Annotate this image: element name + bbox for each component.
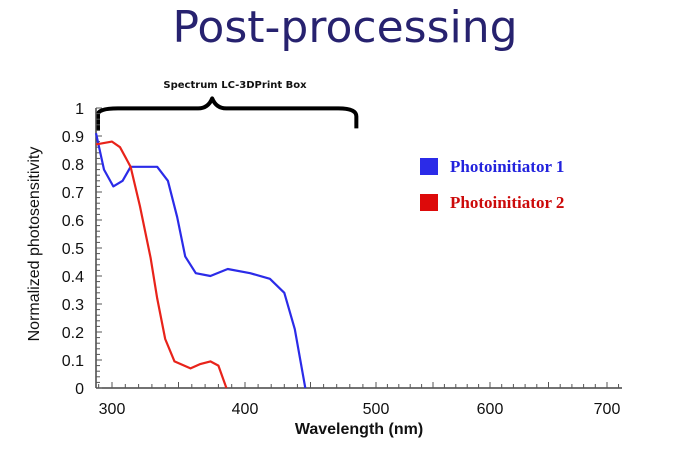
x-tick-label: 600 — [477, 401, 504, 418]
y-tick-label: 0.1 — [62, 353, 84, 370]
y-tick-label: 0.3 — [62, 297, 84, 314]
y-tick-label: 0.2 — [62, 325, 84, 342]
legend-label-2: Photoinitiator 2 — [450, 193, 564, 212]
legend-label-1: Photoinitiator 1 — [450, 157, 564, 176]
slide-title: Post-processing — [172, 2, 518, 53]
y-tick-label: 0.6 — [62, 213, 84, 230]
legend-swatch-1 — [420, 158, 438, 175]
y-tick-label: 0.5 — [62, 241, 84, 258]
series-layer — [94, 132, 307, 389]
spectrum-brace — [96, 96, 359, 131]
series-line-2 — [95, 140, 228, 389]
x-axis-title: Wavelength (nm) — [295, 421, 423, 438]
x-tick-label: 400 — [232, 401, 259, 418]
legend: Photoinitiator 1 Photoinitiator 2 — [420, 157, 564, 212]
x-tick-label: 300 — [99, 401, 126, 418]
y-axis-title: Normalized photosensitivity — [26, 147, 43, 342]
y-tick-label: 0.7 — [62, 185, 84, 202]
y-tick-label: 0.4 — [62, 269, 84, 286]
series-line-1 — [94, 132, 307, 389]
legend-swatch-2 — [420, 194, 438, 211]
y-tick-label: 0.9 — [62, 129, 84, 146]
tick-labels: 0 0.1 0.2 0.3 0.4 0.5 0.6 0.7 0.8 0.9 1 300 400 500 60… — [62, 101, 621, 418]
y-tick-label: 0.8 — [62, 157, 84, 174]
spectrum-annotation-label: Spectrum LC-3DPrint Box — [163, 80, 307, 91]
axes — [95, 107, 622, 389]
x-tick-label: 700 — [594, 401, 621, 418]
x-tick-label: 500 — [363, 401, 390, 418]
y-tick-label: 1 — [75, 101, 84, 118]
y-tick-label: 0 — [75, 381, 84, 398]
